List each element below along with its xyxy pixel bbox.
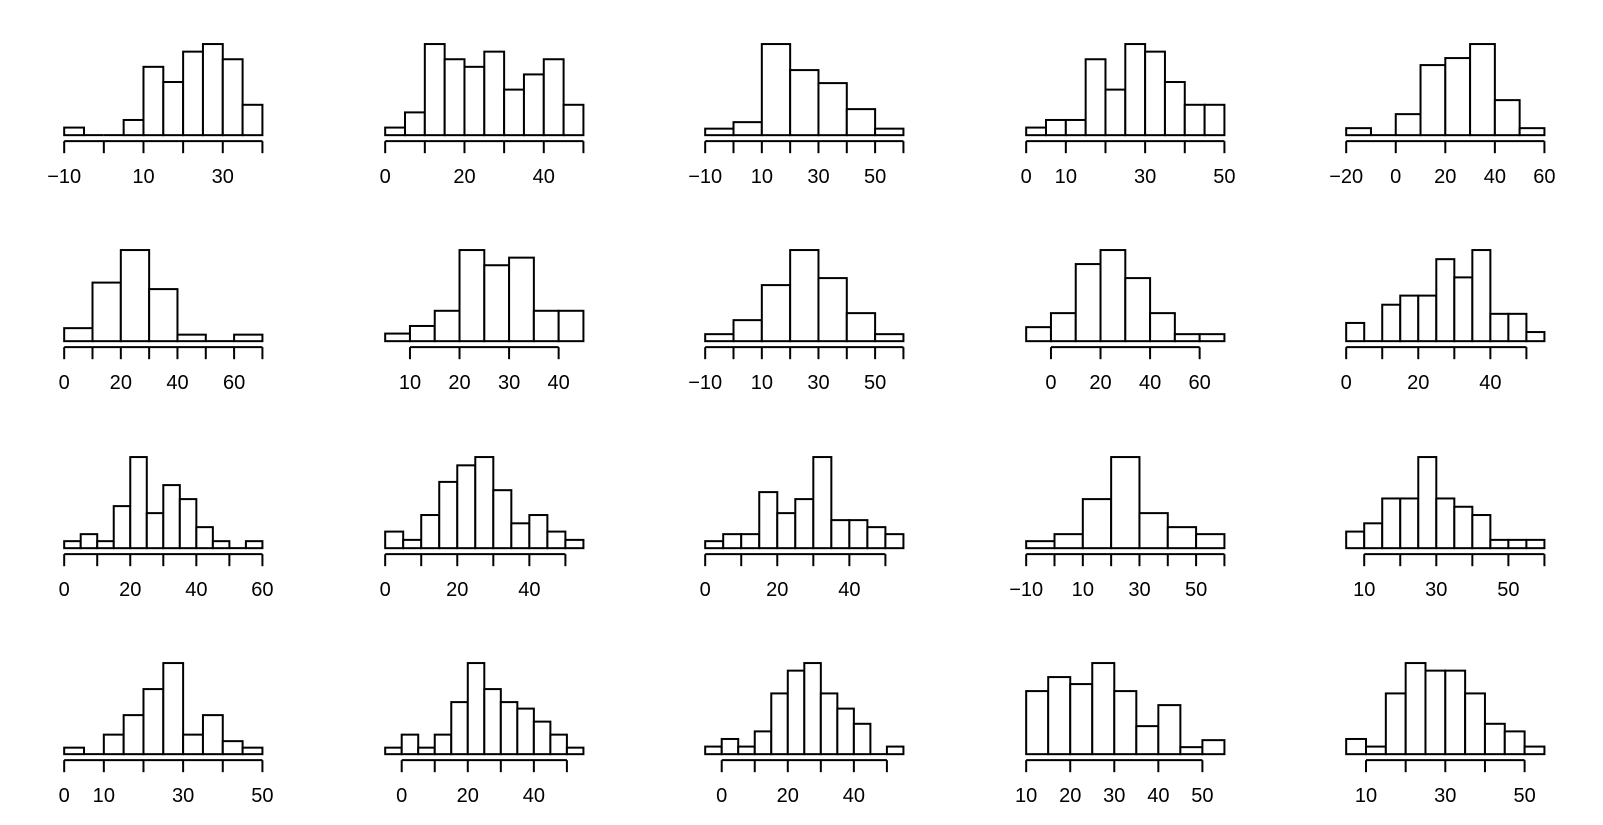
histogram-r1c2: 0 20 40 (321, 0, 642, 206)
svg-text:30: 30 (1426, 579, 1448, 601)
svg-text:0: 0 (59, 372, 70, 394)
svg-text:30: 30 (1128, 579, 1150, 601)
svg-text:50: 50 (1498, 579, 1520, 601)
svg-text:60: 60 (223, 372, 245, 394)
histogram-r1c5: −20 0 20 40 60 (1282, 0, 1603, 206)
svg-text:−20: −20 (1330, 166, 1364, 188)
histogram-r3c5: 10 30 50 (1282, 413, 1603, 619)
svg-text:50: 50 (864, 372, 886, 394)
svg-text:40: 40 (1484, 166, 1506, 188)
histogram-r1c4: 0 10 30 50 (962, 0, 1283, 206)
svg-text:30: 30 (1134, 166, 1156, 188)
svg-text:50: 50 (1213, 166, 1235, 188)
svg-text:30: 30 (212, 166, 234, 188)
svg-text:0: 0 (1391, 166, 1402, 188)
svg-text:10: 10 (751, 372, 773, 394)
svg-text:40: 40 (522, 785, 544, 807)
histogram-r3c3: 0 20 40 (641, 413, 962, 619)
svg-text:0: 0 (716, 785, 727, 807)
svg-text:10: 10 (751, 166, 773, 188)
svg-text:30: 30 (172, 785, 194, 807)
svg-text:20: 20 (1435, 166, 1457, 188)
svg-text:30: 30 (1103, 785, 1125, 807)
svg-text:−10: −10 (688, 372, 722, 394)
histogram-r4c5: 10 30 50 (1282, 619, 1603, 825)
svg-text:0: 0 (59, 785, 70, 807)
svg-text:40: 40 (518, 579, 540, 601)
histogram-r4c3: 0 20 40 (641, 619, 962, 825)
svg-text:0: 0 (59, 579, 70, 601)
svg-text:10: 10 (1054, 166, 1076, 188)
histogram-r3c2: 0 20 40 (321, 413, 642, 619)
svg-text:20: 20 (119, 579, 141, 601)
svg-text:0: 0 (700, 579, 711, 601)
svg-text:20: 20 (1089, 372, 1111, 394)
svg-text:10: 10 (1071, 579, 1093, 601)
svg-text:0: 0 (396, 785, 407, 807)
svg-text:30: 30 (808, 166, 830, 188)
svg-text:20: 20 (453, 166, 475, 188)
svg-text:20: 20 (777, 785, 799, 807)
histogram-r2c4: 0 20 40 60 (962, 206, 1283, 412)
histogram-r2c2: 10 20 30 40 (321, 206, 642, 412)
svg-text:10: 10 (1355, 785, 1377, 807)
svg-text:50: 50 (1514, 785, 1536, 807)
svg-text:40: 40 (1147, 785, 1169, 807)
svg-text:40: 40 (843, 785, 865, 807)
svg-text:40: 40 (1480, 372, 1502, 394)
svg-text:50: 50 (1185, 579, 1207, 601)
svg-text:60: 60 (1534, 166, 1556, 188)
svg-text:10: 10 (1015, 785, 1037, 807)
svg-text:60: 60 (251, 579, 273, 601)
histogram-r2c5: 0 20 40 (1282, 206, 1603, 412)
svg-text:−10: −10 (688, 166, 722, 188)
svg-text:10: 10 (1353, 579, 1375, 601)
svg-text:10: 10 (132, 166, 154, 188)
svg-text:30: 30 (1435, 785, 1457, 807)
svg-text:10: 10 (93, 785, 115, 807)
svg-text:0: 0 (379, 579, 390, 601)
svg-text:40: 40 (532, 166, 554, 188)
histogram-r4c1: 0 10 30 50 (0, 619, 321, 825)
histogram-r2c3: −10 10 30 50 (641, 206, 962, 412)
svg-text:40: 40 (185, 579, 207, 601)
svg-text:0: 0 (379, 166, 390, 188)
histogram-r4c2: 0 20 40 (321, 619, 642, 825)
svg-text:40: 40 (166, 372, 188, 394)
svg-text:0: 0 (1045, 372, 1056, 394)
svg-text:50: 50 (251, 785, 273, 807)
svg-text:20: 20 (766, 579, 788, 601)
svg-text:40: 40 (547, 372, 569, 394)
svg-text:30: 30 (498, 372, 520, 394)
svg-text:0: 0 (1341, 372, 1352, 394)
svg-text:60: 60 (1188, 372, 1210, 394)
histogram-r2c1: 0 20 40 60 (0, 206, 321, 412)
svg-text:40: 40 (838, 579, 860, 601)
histogram-r4c4: 10 20 30 40 50 (962, 619, 1283, 825)
svg-text:50: 50 (1191, 785, 1213, 807)
svg-text:20: 20 (456, 785, 478, 807)
svg-text:20: 20 (446, 579, 468, 601)
svg-text:30: 30 (808, 372, 830, 394)
svg-text:0: 0 (1020, 166, 1031, 188)
svg-text:20: 20 (448, 372, 470, 394)
svg-text:10: 10 (398, 372, 420, 394)
svg-text:40: 40 (1139, 372, 1161, 394)
svg-text:20: 20 (110, 372, 132, 394)
histogram-r3c4: −10 10 30 50 (962, 413, 1283, 619)
svg-text:50: 50 (864, 166, 886, 188)
histogram-r3c1: 0 20 40 60 (0, 413, 321, 619)
svg-text:20: 20 (1408, 372, 1430, 394)
histogram-r1c1: −10 10 30 (0, 0, 321, 206)
svg-text:−10: −10 (47, 166, 81, 188)
svg-text:−10: −10 (1009, 579, 1043, 601)
svg-text:20: 20 (1059, 785, 1081, 807)
histogram-r1c3: −10 10 30 50 (641, 0, 962, 206)
